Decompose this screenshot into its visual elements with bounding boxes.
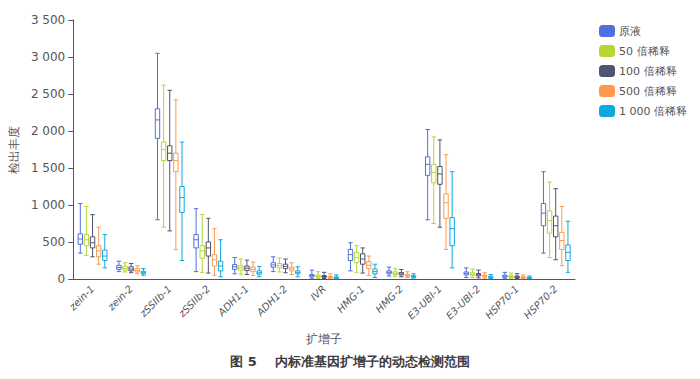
svg-text:zSSIIb-2: zSSIIb-2 xyxy=(176,283,213,320)
svg-text:100 倍稀释: 100 倍稀释 xyxy=(619,65,677,78)
svg-text:1 500: 1 500 xyxy=(31,161,65,175)
svg-text:E3-UBI-2: E3-UBI-2 xyxy=(444,283,482,321)
svg-text:zein-2: zein-2 xyxy=(105,283,135,313)
svg-text:1 000: 1 000 xyxy=(31,198,65,212)
svg-text:图 5 内标准基因扩增子的动态检测范围: 图 5 内标准基因扩增子的动态检测范围 xyxy=(230,354,470,369)
svg-text:IVR: IVR xyxy=(308,283,328,303)
svg-text:HMG-1: HMG-1 xyxy=(335,283,367,315)
svg-text:2 500: 2 500 xyxy=(31,87,65,101)
svg-text:ADH1-2: ADH1-2 xyxy=(254,283,290,319)
svg-text:50 倍稀释: 50 倍稀释 xyxy=(619,45,670,58)
svg-text:HMG-2: HMG-2 xyxy=(374,283,406,315)
svg-text:原液: 原液 xyxy=(619,25,641,38)
svg-text:zSSIIb-1: zSSIIb-1 xyxy=(137,283,174,320)
svg-text:检出丰度: 检出丰度 xyxy=(7,126,21,174)
svg-text:500 倍稀释: 500 倍稀释 xyxy=(619,85,677,98)
svg-text:扩增子: 扩增子 xyxy=(306,332,342,346)
svg-text:HSP70-1: HSP70-1 xyxy=(483,283,521,321)
svg-text:500: 500 xyxy=(42,235,65,249)
svg-text:0: 0 xyxy=(58,272,66,286)
svg-text:3 500: 3 500 xyxy=(31,13,65,27)
svg-text:3 000: 3 000 xyxy=(31,50,65,64)
svg-text:2 000: 2 000 xyxy=(31,124,65,138)
svg-text:zein-1: zein-1 xyxy=(66,283,96,313)
svg-text:E3-UBI-1: E3-UBI-1 xyxy=(405,283,443,321)
svg-text:HSP70-2: HSP70-2 xyxy=(522,283,560,321)
svg-text:1 000 倍稀释: 1 000 倍稀释 xyxy=(619,105,687,118)
svg-text:ADH1-1: ADH1-1 xyxy=(215,283,251,319)
